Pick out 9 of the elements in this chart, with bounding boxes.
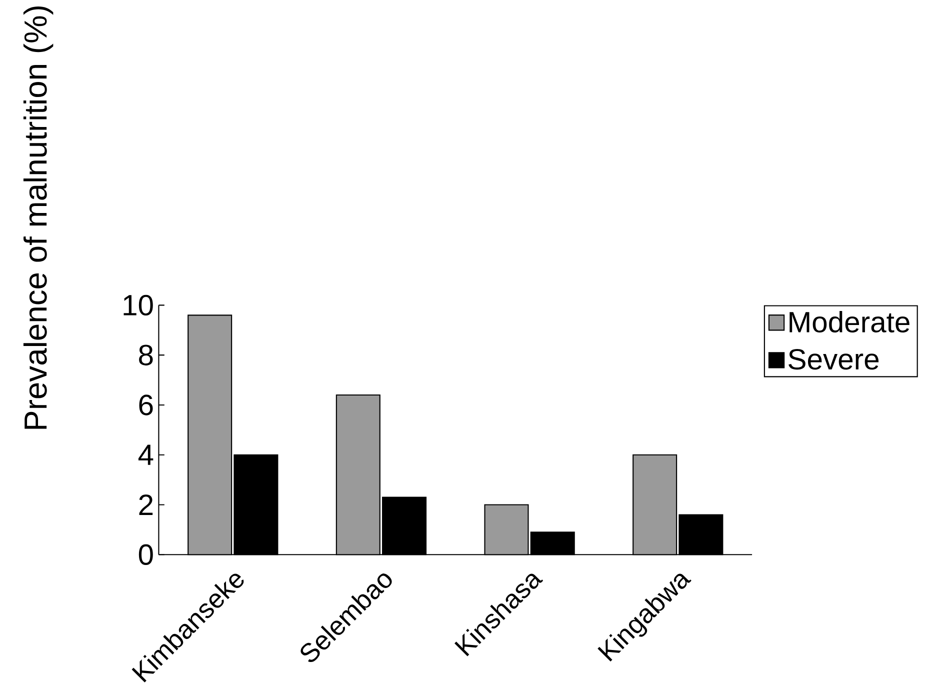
y-axis-title: Prevalence of malnutrition (%) <box>23 6 54 429</box>
y-tick-label: 4 <box>138 444 154 465</box>
legend-label: Moderate <box>790 310 910 332</box>
legend-label: Severe <box>788 348 879 370</box>
y-tick-label: 6 <box>139 394 153 416</box>
y-tick-label: 2 <box>139 494 153 515</box>
y-tick-label: 8 <box>139 344 153 366</box>
y-tick-label: 0 <box>138 544 153 565</box>
y-tick-label: 10 <box>124 294 153 316</box>
